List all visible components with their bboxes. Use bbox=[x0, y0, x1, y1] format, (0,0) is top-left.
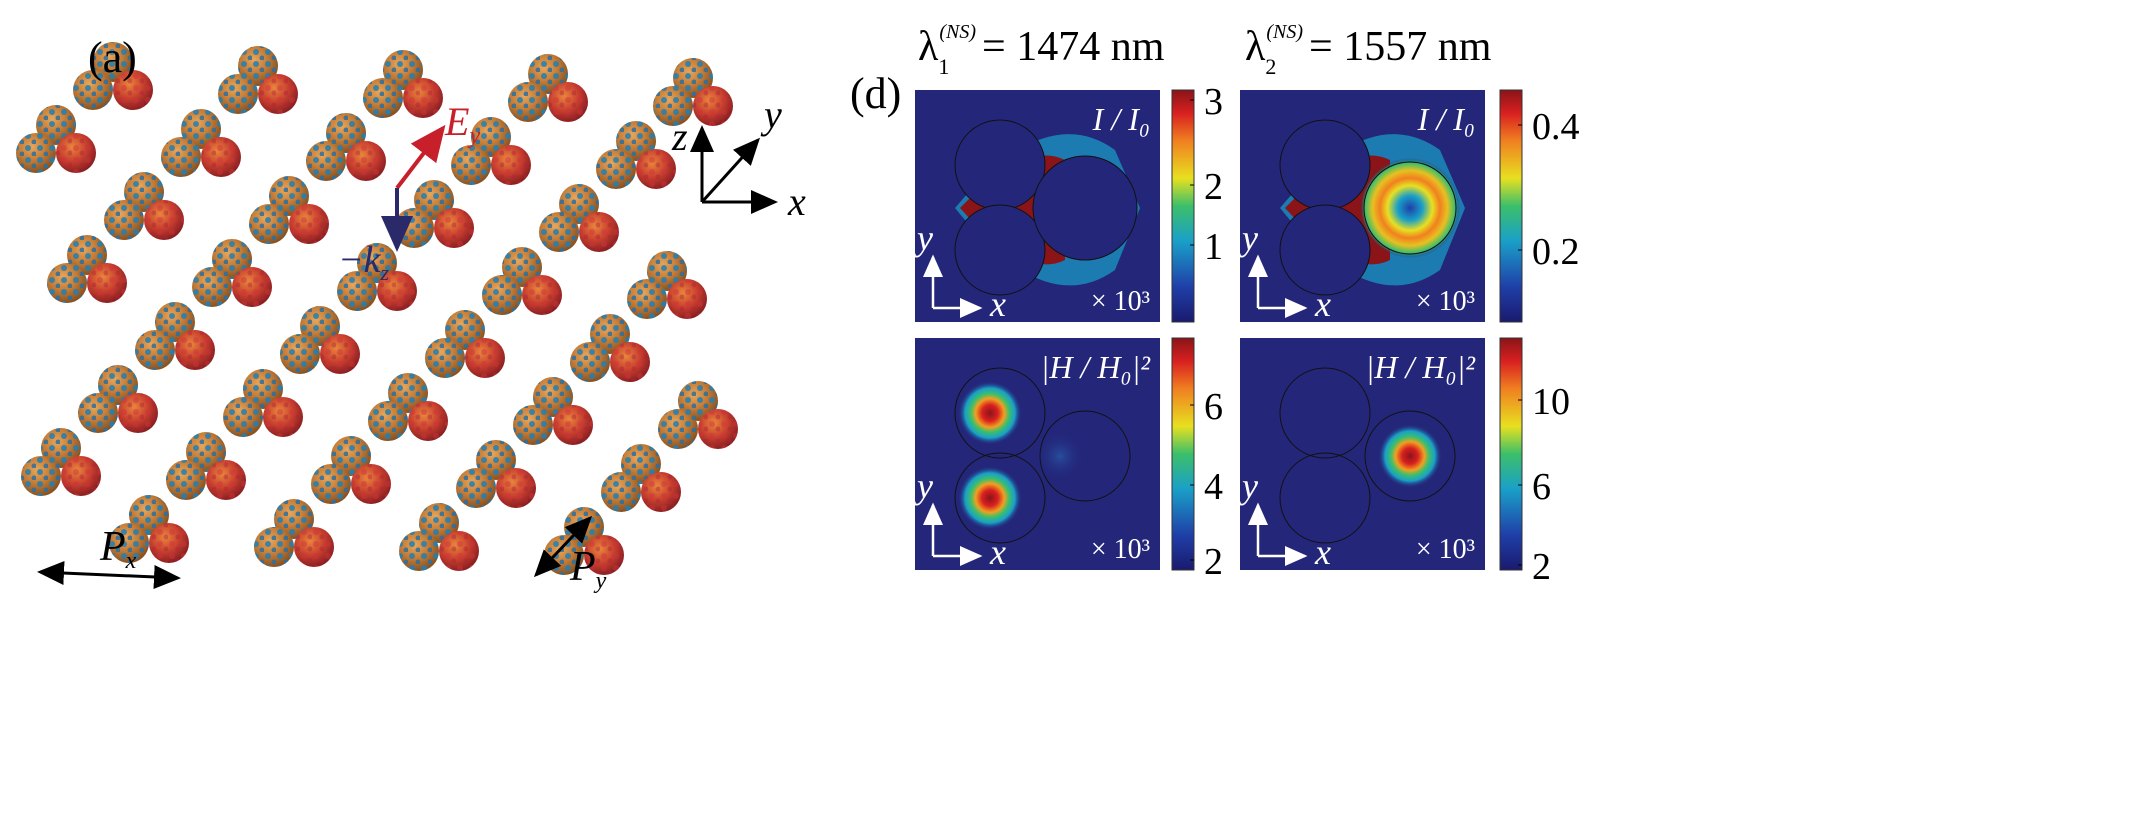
trimer-cluster bbox=[627, 251, 707, 319]
quantity-label: I / I₀ bbox=[1417, 101, 1475, 137]
field-maps: I / I₀ × 10³ x y 3 2 1 I / I₀ × 10³ x y 0.4 0.2 |H / … bbox=[914, 81, 1580, 588]
field-arrows: Ey −kz bbox=[338, 99, 480, 285]
trimer-cluster bbox=[78, 365, 158, 433]
e-field-arrow bbox=[395, 124, 446, 190]
axis-x-label: x bbox=[787, 179, 806, 224]
field-map-3: |H / H₀|² × 10³ x y 6 4 2 bbox=[914, 337, 1223, 583]
trimer-cluster bbox=[482, 247, 562, 315]
colorbar: 3 2 1 bbox=[1171, 81, 1223, 323]
trimer-cluster bbox=[249, 176, 329, 244]
trimer-cluster bbox=[658, 381, 738, 449]
scale-label: × 10³ bbox=[1091, 286, 1150, 317]
trimer-cluster bbox=[456, 440, 536, 508]
period-y-arrow bbox=[533, 515, 593, 578]
colorbar: 6 4 2 bbox=[1171, 337, 1223, 583]
quantity-label: |H / H₀|² bbox=[1366, 349, 1477, 385]
trimer-cluster bbox=[223, 369, 303, 437]
trimer-cluster bbox=[21, 428, 101, 496]
trimer-cluster bbox=[280, 306, 360, 374]
axis-x-label: x bbox=[989, 284, 1006, 324]
colorbar-tick-label: 6 bbox=[1532, 466, 1551, 508]
panel-d-label: (d) bbox=[850, 69, 901, 118]
axis-x-label: x bbox=[1314, 532, 1331, 572]
trimer-cluster bbox=[73, 42, 153, 110]
colorbar-tick-label: 0.4 bbox=[1532, 106, 1580, 148]
field-map-1: I / I₀ × 10³ x y 3 2 1 bbox=[914, 81, 1223, 324]
colorbar-tick-label: 1 bbox=[1204, 226, 1223, 268]
axis-y-label: y bbox=[760, 92, 782, 137]
column-1-title: λ1(NS) = 1474 nm bbox=[918, 21, 1165, 79]
colorbar-tick-label: 2 bbox=[1204, 166, 1223, 208]
axis-y-label: y bbox=[1239, 218, 1258, 258]
colorbar-tick-label: 6 bbox=[1204, 386, 1223, 428]
trimer-cluster bbox=[508, 54, 588, 122]
e-field-label: Ey bbox=[444, 99, 480, 149]
trimer-cluster bbox=[394, 180, 474, 248]
colorbar-tick-label: 10 bbox=[1532, 381, 1570, 423]
quantity-label: |H / H₀|² bbox=[1041, 349, 1152, 385]
trimer-cluster bbox=[513, 377, 593, 445]
trimer-cluster bbox=[104, 172, 184, 240]
trimer-cluster bbox=[368, 373, 448, 441]
quantity-label: I / I₀ bbox=[1092, 101, 1150, 137]
trimer-cluster bbox=[135, 302, 215, 370]
scale-label: × 10³ bbox=[1416, 286, 1475, 317]
scale-label: × 10³ bbox=[1091, 534, 1150, 565]
column-2-title: λ2(NS) = 1557 nm bbox=[1245, 21, 1492, 79]
period-y-label: Py bbox=[569, 544, 607, 594]
trimer-cluster bbox=[254, 499, 334, 567]
trimer-cluster bbox=[306, 113, 386, 181]
trimer-cluster bbox=[337, 243, 417, 311]
trimer-cluster bbox=[399, 503, 479, 571]
colorbar-tick-label: 4 bbox=[1204, 466, 1223, 508]
axis-y-label: y bbox=[914, 466, 933, 506]
trimer-cluster bbox=[425, 310, 505, 378]
trimer-cluster bbox=[596, 121, 676, 189]
trimer-cluster bbox=[109, 495, 189, 563]
axis-z-label: z bbox=[671, 114, 688, 159]
scale-label: × 10³ bbox=[1416, 534, 1475, 565]
trimer-cluster bbox=[311, 436, 391, 504]
colorbar-tick-label: 2 bbox=[1204, 541, 1223, 583]
wave-vector-label: −kz bbox=[338, 239, 390, 285]
trimer-cluster bbox=[47, 235, 127, 303]
field-map-4: |H / H₀|² × 10³ x y 10 6 2 bbox=[1239, 337, 1570, 588]
trimer-cluster bbox=[570, 314, 650, 382]
trimer-cluster bbox=[218, 46, 298, 114]
colorbar-tick-label: 0.2 bbox=[1532, 231, 1580, 273]
colorbar: 10 6 2 bbox=[1499, 337, 1570, 588]
axis-y-label: y bbox=[914, 218, 933, 258]
trimer-cluster bbox=[166, 432, 246, 500]
colorbar-tick-label: 3 bbox=[1204, 81, 1223, 123]
axis-x-label: x bbox=[1314, 284, 1331, 324]
trimer-cluster bbox=[192, 239, 272, 307]
colorbar-tick-label: 2 bbox=[1532, 546, 1551, 588]
nanoparticle-lattice bbox=[16, 42, 738, 575]
colorbar: 0.4 0.2 bbox=[1499, 89, 1580, 323]
trimer-cluster bbox=[451, 117, 531, 185]
panel-a-label: (a) bbox=[88, 33, 137, 82]
axis-x-label: x bbox=[989, 532, 1006, 572]
coordinate-axes: x y z bbox=[671, 92, 806, 224]
axis-y-label: y bbox=[1239, 466, 1258, 506]
trimer-cluster bbox=[363, 50, 443, 118]
period-x-arrow bbox=[37, 561, 181, 589]
field-map-2: I / I₀ × 10³ x y 0.4 0.2 bbox=[1239, 89, 1580, 324]
trimer-cluster bbox=[601, 444, 681, 512]
trimer-cluster bbox=[653, 58, 733, 126]
trimer-cluster bbox=[161, 109, 241, 177]
period-arrows: Px Py bbox=[37, 515, 607, 594]
period-x-label: Px bbox=[99, 524, 137, 574]
trimer-cluster bbox=[16, 105, 96, 173]
trimer-cluster bbox=[539, 184, 619, 252]
